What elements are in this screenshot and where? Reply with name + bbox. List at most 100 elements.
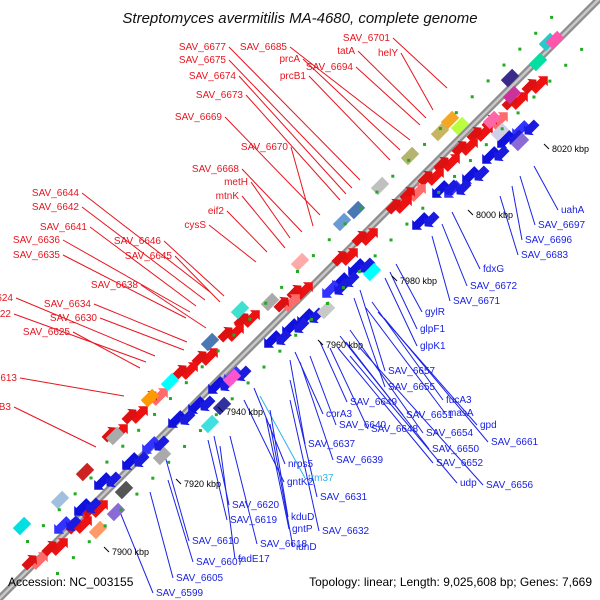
- lower-gene-label: SAV_6696: [525, 235, 573, 246]
- lower-gene-leader-line: [219, 445, 236, 560]
- forward-gene-arrow: [460, 138, 478, 156]
- forward-gene-arrow: [394, 196, 412, 214]
- upper-gene-leader-line: [392, 37, 448, 89]
- lower-gene-label: SAV_6651: [406, 410, 454, 421]
- forward-gene-arrow: [217, 326, 234, 343]
- lower-gene-leader-line: [395, 263, 423, 313]
- reverse-gene-arrow: [412, 212, 430, 230]
- tick-mark: [175, 478, 182, 485]
- lower-gene-leader-line: [167, 479, 194, 563]
- upper-gene-label: pacB3: [0, 402, 11, 413]
- gene-marker: [310, 317, 314, 321]
- upper-gene-leader-line: [19, 377, 125, 397]
- gene-domain-box: [502, 85, 522, 105]
- gene-marker: [105, 460, 109, 464]
- accession-text: Accession: NC_003155: [8, 575, 134, 589]
- gene-domain-box: [362, 262, 382, 282]
- reverse-gene-arrow: [54, 516, 72, 534]
- summary-text: Topology: linear; Length: 9,025,608 bp; …: [309, 575, 592, 589]
- gene-domain-box: [490, 122, 510, 142]
- gene-marker: [311, 254, 315, 258]
- lower-gene-label: gpd: [480, 420, 497, 431]
- tick-mark: [317, 339, 324, 346]
- lower-gene-label: SAV_6683: [521, 250, 569, 261]
- tick-mark: [103, 546, 110, 553]
- gene-marker: [343, 222, 347, 226]
- gene-marker: [56, 572, 59, 575]
- forward-gene-arrow: [408, 184, 426, 202]
- upper-gene-label: SAV_6638: [91, 280, 139, 291]
- lower-gene-leader-line: [164, 455, 190, 542]
- upper-gene-leader-line: [308, 75, 391, 161]
- upper-gene-leader-line: [238, 75, 347, 195]
- gene-marker: [262, 365, 266, 369]
- upper-gene-label: mtnK: [216, 191, 240, 202]
- gene-domain-box: [230, 300, 250, 320]
- forward-gene-arrow: [426, 168, 444, 186]
- forward-gene-arrow: [180, 362, 198, 380]
- upper-gene-label: SAV_6646: [114, 236, 162, 247]
- gene-marker: [502, 63, 506, 67]
- gene-domain-box: [482, 110, 502, 130]
- gene-domain-box: [346, 200, 366, 220]
- upper-gene-leader-line: [228, 46, 361, 181]
- reverse-gene-arrow: [322, 280, 340, 298]
- tick-label: 7980 kbp: [400, 276, 437, 286]
- gene-marker: [500, 127, 504, 131]
- upper-gene-leader-line: [62, 239, 191, 313]
- gene-marker: [167, 460, 171, 464]
- forward-gene-arrow: [475, 124, 493, 142]
- gene-marker: [326, 302, 329, 305]
- lower-gene-leader-line: [119, 511, 154, 594]
- gene-domain-box: [545, 30, 565, 50]
- upper-gene-label: SAV_6670: [241, 142, 289, 153]
- upper-gene-label: metH: [224, 177, 248, 188]
- reverse-gene-arrow: [94, 472, 112, 490]
- gene-domain-box: [75, 462, 95, 482]
- lower-gene-label: SAV_6671: [453, 296, 501, 307]
- gene-marker: [486, 79, 490, 83]
- gene-marker: [327, 238, 331, 242]
- gene-marker: [41, 524, 45, 528]
- lower-gene-leader-line: [349, 355, 458, 484]
- upper-gene-leader-line: [72, 331, 141, 369]
- upper-gene-label: SAV_6701: [343, 33, 391, 44]
- upper-gene-leader-line: [15, 297, 156, 357]
- gene-marker: [248, 317, 252, 321]
- lower-gene-label: fucA3: [446, 395, 472, 406]
- lower-gene-leader-line: [229, 435, 258, 545]
- reverse-gene-arrow: [65, 515, 82, 532]
- gene-marker: [200, 365, 204, 369]
- lower-gene-leader-line: [319, 341, 348, 403]
- tick-label: 8000 kbp: [476, 210, 513, 220]
- lower-gene-label: fadE17: [238, 554, 270, 565]
- lower-gene-label: SAV_6620: [232, 500, 280, 511]
- upper-gene-leader-line: [228, 59, 353, 189]
- upper-gene-leader-line: [140, 284, 207, 329]
- gene-marker: [87, 540, 91, 544]
- reverse-gene-arrow: [497, 130, 515, 148]
- gene-marker: [232, 333, 236, 337]
- lower-gene-leader-line: [337, 347, 434, 464]
- forward-gene-arrow: [399, 186, 416, 203]
- gene-marker: [198, 429, 202, 433]
- forward-gene-arrow: [530, 76, 548, 94]
- lower-gene-leader-line: [207, 439, 228, 521]
- lower-gene-label: SAV_6640: [339, 420, 387, 431]
- genome-title: Streptomyces avermitilis MA-4680, comple…: [122, 10, 477, 27]
- forward-gene-arrow: [385, 198, 402, 215]
- upper-gene-leader-line: [245, 94, 341, 201]
- gene-marker: [438, 127, 442, 131]
- upper-gene-leader-line: [250, 181, 291, 239]
- lower-gene-label: SAV_6605: [176, 573, 224, 584]
- gene-marker: [184, 381, 188, 385]
- forward-gene-arrow: [351, 230, 368, 247]
- lower-gene-label: udp: [460, 478, 477, 489]
- reverse-gene-arrow: [74, 498, 92, 516]
- gene-domain-box: [140, 388, 160, 408]
- lower-gene-leader-line: [149, 491, 174, 579]
- lower-gene-label: masA: [448, 408, 474, 419]
- lower-gene-label: kduD: [291, 512, 314, 523]
- gene-marker: [57, 508, 61, 512]
- lower-gene-leader-line: [511, 185, 523, 241]
